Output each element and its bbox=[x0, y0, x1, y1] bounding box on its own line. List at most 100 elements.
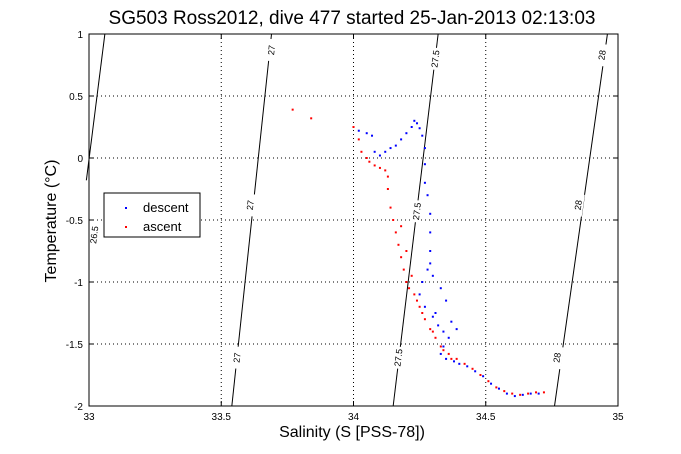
ascent-point bbox=[310, 117, 313, 120]
ascent-point bbox=[392, 219, 395, 221]
descent-point bbox=[455, 328, 458, 331]
descent-point bbox=[429, 262, 432, 265]
descent-point bbox=[529, 392, 532, 395]
contour-label-background bbox=[265, 38, 278, 62]
x-tick-label: 35 bbox=[612, 412, 624, 423]
ascent-point bbox=[386, 175, 389, 178]
y-tick-label: 1 bbox=[77, 30, 83, 41]
contour-label-background bbox=[410, 199, 424, 223]
descent-point bbox=[423, 181, 426, 184]
legend-marker-descent bbox=[125, 207, 127, 209]
ascent-point bbox=[542, 391, 545, 394]
contour-label: 28 bbox=[573, 199, 584, 210]
ascent-point bbox=[455, 357, 458, 360]
descent-point bbox=[389, 147, 392, 150]
contour-label: 28 bbox=[596, 49, 607, 60]
ascent-point bbox=[471, 367, 474, 370]
descent-point bbox=[415, 122, 418, 125]
ascent-point bbox=[423, 318, 426, 321]
ascent-point bbox=[291, 108, 294, 111]
ascent-point bbox=[447, 352, 450, 355]
descent-point bbox=[442, 330, 445, 333]
contour-label: 28 bbox=[552, 352, 563, 363]
descent-point bbox=[378, 154, 381, 157]
ascent-point bbox=[421, 312, 424, 314]
descent-point bbox=[423, 163, 426, 166]
contour-label-background bbox=[571, 193, 585, 217]
descent-point bbox=[413, 119, 416, 122]
ascent-point bbox=[378, 166, 381, 169]
ascent-point bbox=[402, 268, 405, 271]
descent-point bbox=[505, 392, 508, 395]
descent-point bbox=[445, 299, 448, 302]
chart-title: SG503 Ross2012, dive 477 started 25-Jan-… bbox=[109, 8, 596, 29]
x-tick-label: 34.5 bbox=[476, 412, 496, 423]
ascent-point bbox=[415, 299, 418, 302]
descent-point bbox=[482, 375, 485, 378]
descent-point bbox=[513, 395, 516, 398]
contour-label-background bbox=[429, 47, 442, 71]
y-tick-label: -1.5 bbox=[66, 340, 84, 351]
ascent-point bbox=[495, 386, 498, 389]
contour-label: 27.5 bbox=[392, 348, 404, 367]
ascent-point bbox=[360, 150, 363, 153]
contour-label-background bbox=[230, 346, 244, 370]
ascent-point bbox=[511, 392, 514, 395]
ascent-point bbox=[431, 330, 434, 333]
contour-label: 27.5 bbox=[411, 202, 423, 221]
descent-point bbox=[429, 231, 432, 234]
contour-label-background bbox=[550, 346, 564, 370]
descent-point bbox=[466, 365, 469, 368]
ascent-point bbox=[434, 336, 437, 339]
x-tick-label: 33 bbox=[83, 412, 95, 423]
descent-point bbox=[429, 250, 432, 252]
descent-point bbox=[439, 287, 442, 290]
ascent-point bbox=[373, 164, 376, 167]
descent-point bbox=[410, 126, 413, 128]
ascent-point bbox=[365, 157, 368, 159]
legend-label-descent: descent bbox=[143, 200, 189, 215]
legend-label-ascent: ascent bbox=[143, 219, 182, 234]
descent-point bbox=[400, 138, 403, 141]
ascent-point bbox=[397, 243, 400, 246]
contour-label: 27 bbox=[245, 200, 256, 211]
descent-point bbox=[474, 370, 477, 373]
ascent-point bbox=[479, 374, 482, 376]
ascent-point bbox=[487, 380, 490, 383]
ascent-point bbox=[352, 126, 355, 128]
y-tick-label: 0 bbox=[77, 154, 83, 165]
descent-point bbox=[431, 315, 434, 318]
ascent-point bbox=[368, 160, 371, 163]
descent-point bbox=[421, 134, 424, 137]
contour-label: 27 bbox=[266, 45, 277, 56]
y-tick-label: 0.5 bbox=[69, 92, 83, 103]
axis-ticks: 33 33.5 34 34.5 35 1 0.5 0 -0.5 -1 -1.5 -2 bbox=[66, 30, 624, 423]
descent-point bbox=[445, 357, 448, 360]
y-tick-label: -2 bbox=[74, 402, 83, 413]
ascent-point bbox=[386, 188, 389, 190]
x-tick-label: 33.5 bbox=[212, 412, 232, 423]
ascent-point bbox=[384, 169, 387, 172]
ascent-point bbox=[519, 393, 522, 396]
ascent-point bbox=[527, 392, 530, 395]
descent-point bbox=[537, 392, 540, 395]
ascent-point bbox=[439, 345, 442, 348]
contour-label-background bbox=[244, 193, 257, 217]
x-tick-label: 34 bbox=[348, 412, 360, 423]
contour-label-background bbox=[87, 223, 101, 247]
series-ascent bbox=[291, 108, 545, 396]
descent-point bbox=[418, 293, 421, 296]
ascent-point bbox=[410, 274, 413, 277]
descent-point bbox=[373, 150, 376, 153]
descent-point bbox=[394, 144, 397, 147]
descent-point bbox=[431, 274, 434, 277]
ascent-point bbox=[450, 357, 453, 360]
descent-point bbox=[423, 305, 426, 308]
ascent-point bbox=[389, 206, 392, 209]
contour-label: 27.5 bbox=[429, 49, 441, 68]
descent-point bbox=[437, 324, 440, 327]
ascent-point bbox=[405, 250, 408, 252]
contour-label-background bbox=[392, 346, 405, 370]
ascent-point bbox=[429, 328, 432, 331]
descent-point bbox=[429, 212, 432, 215]
